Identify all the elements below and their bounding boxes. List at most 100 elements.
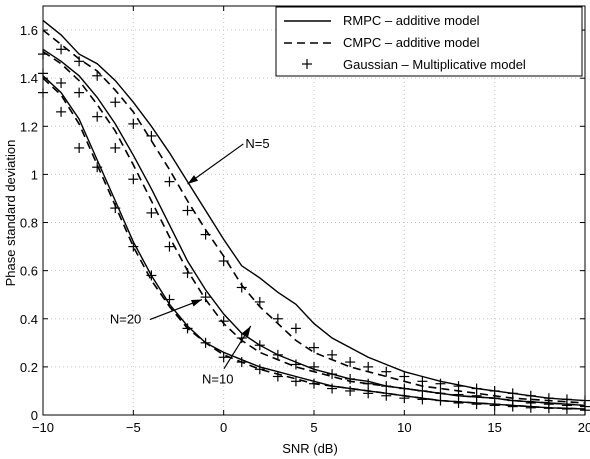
plus-marker	[345, 357, 356, 368]
y-tick-label: 0	[31, 408, 38, 423]
y-tick-label: 0.2	[20, 360, 38, 375]
axes: −10 −5 0 5 10 15 20 0 0.2 0.4 0.6 0.8 1 1.2 1.4 1.6	[20, 5, 590, 435]
plus-marker	[435, 378, 446, 389]
plus-marker	[92, 70, 103, 81]
y-tick-label: 1.4	[20, 71, 38, 86]
plus-marker	[327, 349, 338, 360]
legend-label-rmpc: RMPC – additive model	[343, 13, 480, 28]
annotation-n5: N=5	[187, 136, 270, 185]
plus-marker	[363, 378, 374, 389]
plus-marker	[200, 292, 211, 303]
annotation-label: N=10	[202, 372, 233, 387]
plus-marker	[363, 361, 374, 372]
x-axis-label: SNR (dB)	[282, 441, 338, 456]
plus-marker	[381, 366, 392, 377]
annotation-arrowhead	[187, 175, 199, 185]
plus-marker	[218, 316, 229, 327]
annotation-n10: N=10	[202, 325, 252, 387]
plus-marker	[543, 403, 554, 414]
plus-marker	[471, 390, 482, 401]
plus-marker	[110, 97, 121, 108]
plus-marker	[128, 241, 139, 252]
series-n20-plus	[38, 87, 590, 416]
series-n5-plus	[38, 44, 590, 406]
plus-marker	[345, 373, 356, 384]
legend-box	[275, 6, 583, 77]
plus-marker	[381, 381, 392, 392]
y-tick-label: 0.8	[20, 216, 38, 231]
legend-label-cmpc: CMPC – additive model	[343, 35, 480, 50]
plus-marker	[272, 313, 283, 324]
plus-marker	[489, 400, 500, 411]
plus-marker	[146, 207, 157, 218]
annotation-arrow-line	[187, 143, 244, 185]
plus-marker	[110, 203, 121, 214]
plus-marker	[525, 402, 536, 413]
plus-marker	[309, 342, 319, 353]
plus-marker	[417, 394, 428, 405]
plus-marker	[399, 393, 410, 404]
plus-marker	[453, 389, 464, 400]
y-tick-label: 1.6	[20, 23, 38, 38]
y-tick-label: 0.6	[20, 264, 38, 279]
plus-marker	[74, 56, 85, 67]
plus-marker	[381, 390, 392, 401]
plus-marker	[399, 371, 410, 382]
plus-marker	[218, 352, 229, 363]
plus-marker	[327, 369, 338, 380]
plus-marker	[128, 174, 139, 185]
plus-marker	[218, 256, 229, 267]
plus-marker	[128, 118, 139, 129]
plus-marker	[363, 388, 374, 399]
plus-marker	[182, 323, 193, 334]
plus-marker	[182, 205, 193, 216]
plus-marker	[453, 397, 464, 408]
plus-marker	[146, 270, 157, 281]
plus-marker	[327, 383, 338, 394]
legend-label-gaussian: Gaussian – Multiplicative model	[343, 57, 526, 72]
x-tick-label: −10	[32, 420, 54, 435]
plus-marker	[164, 294, 175, 305]
y-tick-label: 0.4	[20, 312, 38, 327]
plus-marker	[309, 361, 319, 372]
plus-marker	[74, 142, 85, 153]
x-tick-label: 10	[397, 420, 411, 435]
x-tick-label: 15	[487, 420, 501, 435]
plus-marker	[561, 403, 572, 414]
series-n10-plus	[38, 68, 590, 412]
plus-marker	[290, 323, 301, 334]
y-tick-label: 1.2	[20, 119, 38, 134]
plus-marker	[309, 378, 319, 389]
series-layer	[38, 19, 590, 416]
plus-marker	[56, 106, 67, 117]
annotation-label: N=20	[110, 312, 141, 327]
y-tick-label: 1	[31, 167, 38, 182]
y-axis-label: Phase standard deviation	[3, 140, 18, 287]
plus-marker	[417, 385, 428, 396]
plus-marker	[236, 282, 247, 293]
x-tick-label: 0	[220, 420, 227, 435]
annotations: N=5 N=20 N=10	[110, 136, 270, 387]
plus-marker	[290, 376, 301, 387]
plus-marker	[272, 371, 283, 382]
plus-marker	[435, 395, 446, 406]
series-n20-dashed	[42, 77, 586, 410]
plus-marker	[345, 385, 356, 396]
annotation-arrowhead	[242, 325, 251, 337]
plus-marker	[92, 111, 103, 122]
legend-swatch-plus	[302, 59, 312, 69]
plus-marker	[507, 401, 518, 412]
plus-marker	[110, 142, 121, 153]
annotation-label: N=5	[245, 136, 269, 151]
plus-marker	[74, 87, 85, 98]
legend: RMPC – additive model CMPC – additive mo…	[275, 6, 583, 77]
plus-marker	[254, 296, 265, 307]
plus-marker	[254, 364, 265, 375]
plus-marker	[200, 229, 211, 240]
plus-marker	[272, 349, 283, 360]
plus-marker	[200, 337, 211, 348]
plus-marker	[290, 359, 301, 370]
plus-marker	[182, 268, 193, 279]
plus-marker	[236, 357, 247, 368]
